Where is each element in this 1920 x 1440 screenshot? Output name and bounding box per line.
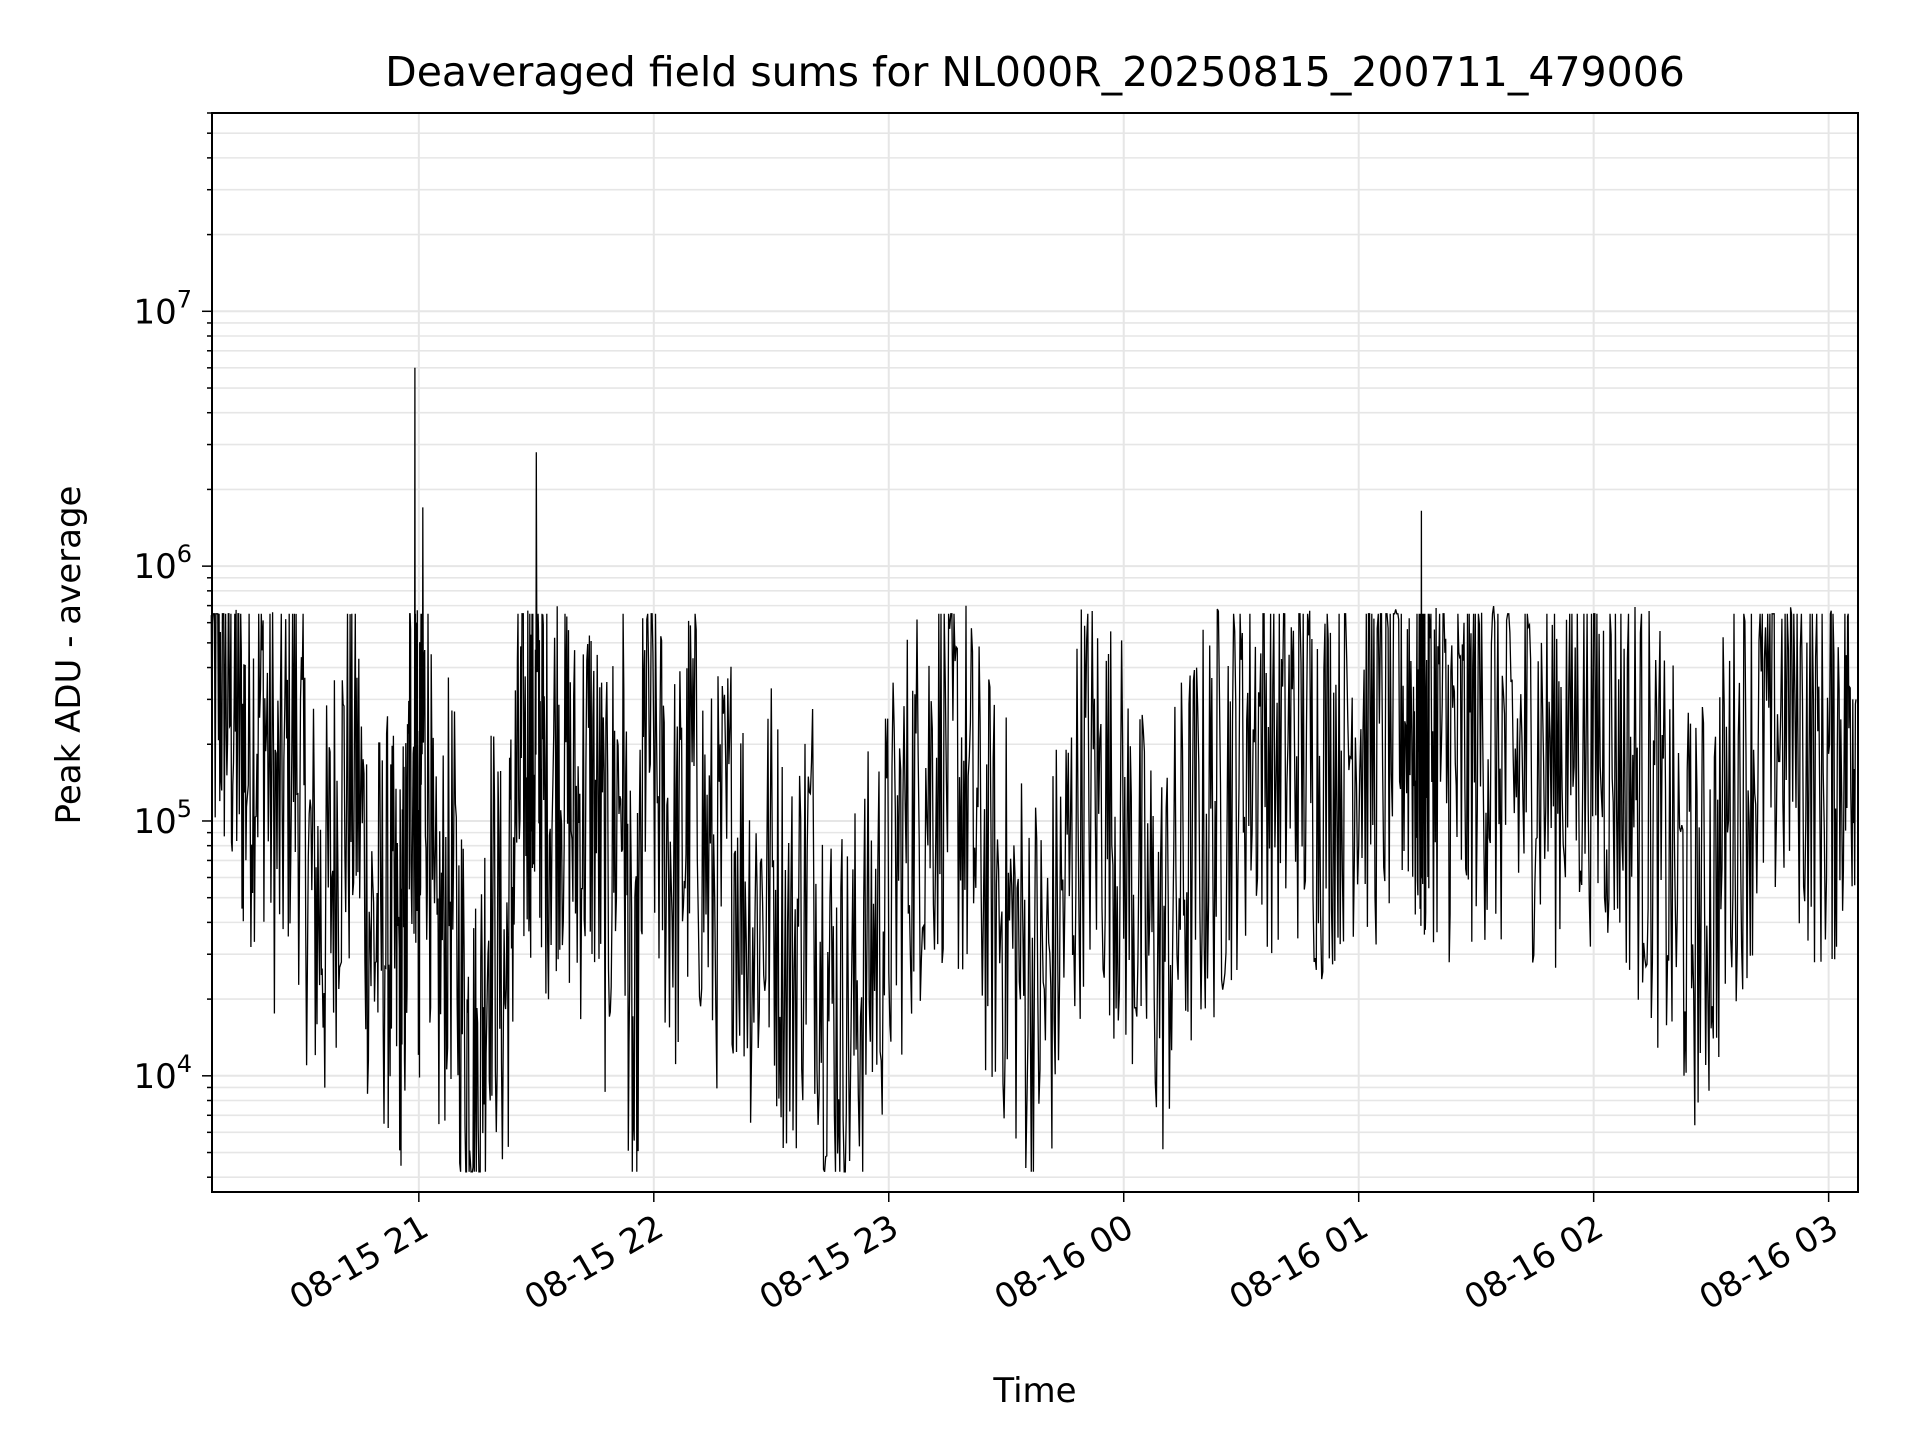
y-axis-label: Peak ADU - average xyxy=(49,486,89,825)
chart-title: Deaveraged field sums for NL000R_2025081… xyxy=(385,48,1685,96)
y-tick-label: 104 xyxy=(133,1050,192,1097)
plot-frame xyxy=(211,112,1859,1193)
y-tick-label: 107 xyxy=(133,285,192,332)
data-series-line xyxy=(210,367,1857,1173)
y-tick-label: 105 xyxy=(133,795,192,842)
x-axis-label: Time xyxy=(992,1371,1076,1411)
y-tick-label: 106 xyxy=(133,540,192,587)
data-layer xyxy=(210,367,1857,1173)
